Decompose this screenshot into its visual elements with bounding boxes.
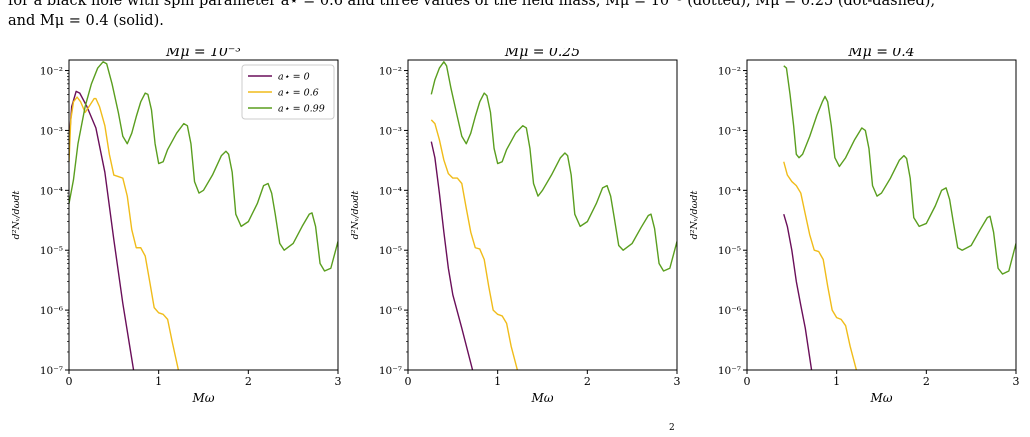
y-tick-label: 10⁻⁶ [718,305,741,317]
chart-panel-1: 0 1 2 3 10⁻⁷ 10⁻⁶ 10⁻⁵ 10⁻⁴ 10⁻³ 10⁻² Mμ = 10⁻³ Mω d… [11,48,342,405]
figure-caption: for a black hole with spin parameter a⋆ … [8,0,1022,31]
x-tick-label: 0 [744,375,751,388]
chart-panel-3: 0 1 2 3 10⁻⁷ 10⁻⁶ 10⁻⁵ 10⁻⁴ 10⁻³ 10⁻² Mμ = 0.4 Mω d²… [689,48,1020,405]
chart-title: Mμ = 10⁻³ [165,48,241,60]
y-axis-label: d²Nᵥ/dωdt [350,190,361,239]
y-tick-label: 10⁻² [718,66,741,78]
x-tick-label: 1 [833,375,840,388]
series-line-2 [430,119,519,370]
spectra-figure: 0 1 2 3 10⁻⁷ 10⁻⁶ 10⁻⁵ 10⁻⁴ 10⁻³ 10⁻² Mμ = 10⁻³ Mω d… [11,48,1020,405]
legend-box [241,64,335,120]
y-tick-label: 10⁻³ [379,125,402,137]
x-tick-label: 2 [923,375,930,388]
y-tick-label: 10⁻⁴ [718,185,741,197]
series-line-1 [430,141,474,370]
x-tick-label: 2 [245,375,252,388]
x-tick-label: 3 [674,375,681,388]
series-line-3 [430,61,677,272]
chart-title: Mμ = 0.25 [504,48,580,60]
x-tick-label: 1 [155,375,162,388]
y-tick-label: 10⁻² [379,66,402,78]
x-axis-label: Mω [191,391,214,405]
y-tick-label: 10⁻⁵ [40,245,63,257]
caption-line-2: and Mμ = 0.4 (solid). [8,13,164,29]
x-tick-label: 2 [584,375,591,388]
y-tick-label: 10⁻⁴ [379,185,402,197]
caption-line-1: for a black hole with spin parameter a⋆ … [8,0,936,9]
series-line-2 [783,161,858,370]
series-line-3 [783,65,1016,275]
x-tick-label: 3 [335,375,342,388]
y-tick-label: 10⁻³ [40,125,63,137]
plot-frame [68,59,339,371]
y-tick-label: 10⁻² [40,66,63,78]
legend-label: a⋆ = 0.99 [278,104,325,115]
y-tick-label: 10⁻⁴ [40,185,63,197]
y-axis-label: d²Nᵥ/dωdt [11,190,22,239]
chart-panel-2: 0 1 2 3 10⁻⁷ 10⁻⁶ 10⁻⁵ 10⁻⁴ 10⁻³ 10⁻² Mμ = 0.25 Mω d… [350,48,681,405]
y-tick-label: 10⁻⁷ [379,365,402,377]
legend-label: a⋆ = 0.6 [278,88,319,99]
x-tick-label: 0 [66,375,73,388]
x-tick-label: 1 [494,375,501,388]
y-tick-label: 10⁻⁶ [40,305,63,317]
y-tick-label: 10⁻⁵ [379,245,402,257]
footer-superscript: 2 [669,423,675,433]
x-tick-label: 3 [1013,375,1020,388]
y-axis-label: d²Nᵥ/dωdt [689,190,700,239]
x-axis-label: Mω [869,391,892,405]
y-tick-label: 10⁻⁷ [718,365,741,377]
plot-frame [407,59,678,371]
x-tick-label: 0 [405,375,412,388]
series-line-1 [783,213,813,370]
plot-frame [746,59,1017,371]
y-tick-label: 10⁻⁷ [40,365,63,377]
y-tick-label: 10⁻⁵ [718,245,741,257]
legend-label: a⋆ = 0 [278,72,310,83]
series-line-1 [69,90,135,370]
x-axis-label: Mω [530,391,553,405]
y-tick-label: 10⁻⁶ [379,305,402,317]
y-tick-label: 10⁻³ [718,125,741,137]
series-line-3 [69,61,338,272]
chart-title: Mμ = 0.4 [847,48,914,60]
series-line-2 [69,96,180,370]
